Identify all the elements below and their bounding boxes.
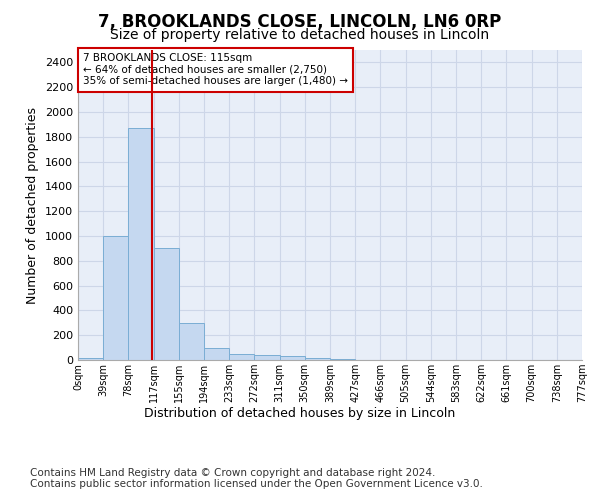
- Text: Size of property relative to detached houses in Lincoln: Size of property relative to detached ho…: [110, 28, 490, 42]
- Bar: [330, 359, 355, 360]
- Bar: [254, 355, 280, 360]
- Bar: [154, 248, 179, 360]
- Bar: [305, 358, 330, 360]
- Bar: [229, 354, 254, 360]
- Text: 7, BROOKLANDS CLOSE, LINCOLN, LN6 0RP: 7, BROOKLANDS CLOSE, LINCOLN, LN6 0RP: [98, 12, 502, 30]
- Bar: [78, 358, 103, 360]
- Bar: [128, 128, 154, 360]
- Y-axis label: Number of detached properties: Number of detached properties: [26, 106, 40, 304]
- Text: Contains HM Land Registry data © Crown copyright and database right 2024.
Contai: Contains HM Land Registry data © Crown c…: [30, 468, 483, 489]
- Bar: [179, 323, 204, 360]
- Text: 7 BROOKLANDS CLOSE: 115sqm
← 64% of detached houses are smaller (2,750)
35% of s: 7 BROOKLANDS CLOSE: 115sqm ← 64% of deta…: [83, 53, 348, 86]
- Text: Distribution of detached houses by size in Lincoln: Distribution of detached houses by size …: [145, 408, 455, 420]
- Bar: [204, 348, 229, 360]
- Bar: [280, 356, 305, 360]
- Bar: [103, 236, 128, 360]
